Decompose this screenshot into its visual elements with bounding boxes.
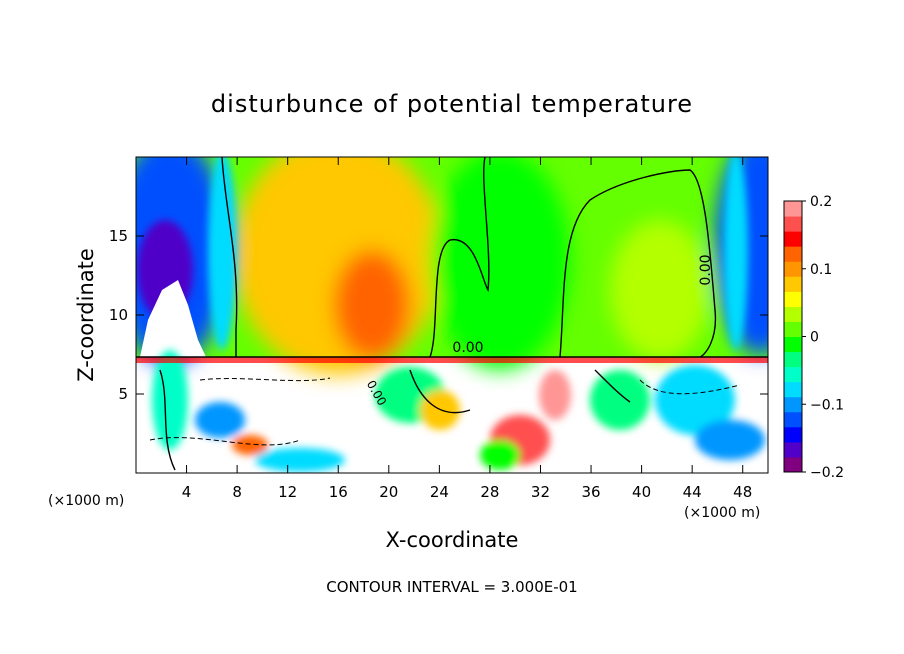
colorbar-label-2: 0 bbox=[810, 330, 819, 346]
colorbar-swatch-0 bbox=[784, 456, 802, 473]
contour-zero-center bbox=[429, 157, 490, 358]
x-tick-label-10: 44 bbox=[683, 483, 702, 501]
contour-interval-footer: CONTOUR INTERVAL = 3.000E-01 bbox=[326, 578, 577, 596]
x-unit-right: (×1000 m) bbox=[684, 505, 760, 521]
colorbar-swatch-11 bbox=[784, 291, 802, 307]
contour-negative-2 bbox=[149, 437, 301, 446]
colorbar-swatch-16 bbox=[784, 216, 802, 232]
x-tick-label-0: 4 bbox=[182, 483, 192, 501]
colorbar-swatch-9 bbox=[784, 321, 802, 337]
colorbar-swatch-17 bbox=[784, 201, 802, 217]
contour-lower-3 bbox=[594, 369, 631, 403]
contour-zero-left bbox=[221, 157, 238, 357]
heatmap-plot-area bbox=[136, 157, 768, 473]
boundary-layer-band bbox=[136, 357, 768, 363]
y-tick-label-2: 15 bbox=[109, 227, 128, 245]
cyan-band-left bbox=[208, 157, 236, 350]
colorbar-swatch-6 bbox=[784, 366, 802, 383]
colorbar-swatch-2 bbox=[784, 426, 802, 443]
contour-zero-right bbox=[559, 169, 717, 358]
contour-lines bbox=[136, 157, 768, 471]
x-axis-title: X-coordinate bbox=[386, 528, 519, 552]
cyan-band-right bbox=[724, 157, 748, 350]
y-tick-label-1: 10 bbox=[109, 306, 128, 324]
colorbar-label-0: 0.2 bbox=[810, 194, 832, 210]
lower-turbulence-2 bbox=[195, 402, 245, 438]
warm-region-left-core bbox=[334, 250, 410, 360]
colorbar-swatch-3 bbox=[784, 411, 802, 428]
colorbar-label-1: 0.1 bbox=[810, 262, 832, 278]
colorbar-swatch-15 bbox=[784, 231, 802, 247]
colorbar-label-4: −0.2 bbox=[810, 465, 844, 481]
colorbar-swatch-10 bbox=[784, 306, 802, 322]
lower-turbulence-7 bbox=[480, 440, 520, 470]
x-tick-label-7: 32 bbox=[531, 483, 550, 501]
colorbar-swatch-4 bbox=[784, 396, 802, 413]
contour-label-center: 0.00 bbox=[452, 340, 483, 356]
y-axis-title: Z-coordinate bbox=[74, 248, 98, 382]
colorbar-swatch-5 bbox=[784, 381, 802, 398]
warm-region-left bbox=[233, 157, 443, 375]
x-tick-label-9: 40 bbox=[632, 483, 651, 501]
colorbar: 0.2 0.1 0 −0.1 −0.2 bbox=[783, 194, 844, 481]
contour-lines-dashed bbox=[149, 377, 741, 446]
contour-negative-3 bbox=[639, 379, 741, 395]
y-tick-label-0: 5 bbox=[118, 385, 128, 403]
contour-lower-1 bbox=[159, 369, 176, 471]
lower-turbulence-1 bbox=[152, 350, 188, 450]
lower-turbulence-3 bbox=[255, 448, 345, 472]
lower-turbulence-11 bbox=[232, 435, 268, 455]
y-axis: 5 10 15 bbox=[109, 227, 768, 403]
colorbar-swatch-8 bbox=[784, 336, 802, 353]
chart-title: disturbunce of potential temperature bbox=[211, 90, 693, 118]
x-tick-label-3: 16 bbox=[329, 483, 348, 501]
colorbar-swatch-7 bbox=[784, 351, 802, 368]
white-region-upper-left bbox=[140, 280, 206, 357]
lower-turbulence-9 bbox=[655, 365, 735, 435]
lower-turbulence-10 bbox=[695, 420, 765, 460]
colorbar-label-3: −0.1 bbox=[810, 397, 844, 413]
x-tick-label-6: 28 bbox=[480, 483, 499, 501]
warm-region-right bbox=[610, 220, 710, 360]
contour-lower-2 bbox=[409, 369, 471, 414]
lower-turbulence-12 bbox=[539, 370, 571, 420]
x-tick-label-1: 8 bbox=[232, 483, 242, 501]
contour-label-right: 0.00 bbox=[698, 254, 714, 285]
colorbar-swatch-1 bbox=[784, 441, 802, 458]
x-tick-label-5: 24 bbox=[430, 483, 449, 501]
x-tick-label-8: 36 bbox=[581, 483, 600, 501]
x-unit-left: (×1000 m) bbox=[48, 493, 124, 509]
upper-field bbox=[136, 157, 768, 375]
contour-negative-1 bbox=[199, 377, 331, 382]
colorbar-swatch-14 bbox=[784, 246, 802, 262]
x-tick-label-4: 20 bbox=[379, 483, 398, 501]
green-region-center bbox=[430, 157, 570, 370]
colorbar-swatch-13 bbox=[784, 261, 802, 277]
x-axis: 4 8 12 16 20 24 28 32 36 40 44 48 bbox=[182, 157, 752, 501]
lower-turbulence-8 bbox=[590, 370, 650, 430]
x-tick-label-2: 12 bbox=[278, 483, 297, 501]
x-tick-label-11: 48 bbox=[733, 483, 752, 501]
colorbar-swatch-12 bbox=[784, 276, 802, 292]
